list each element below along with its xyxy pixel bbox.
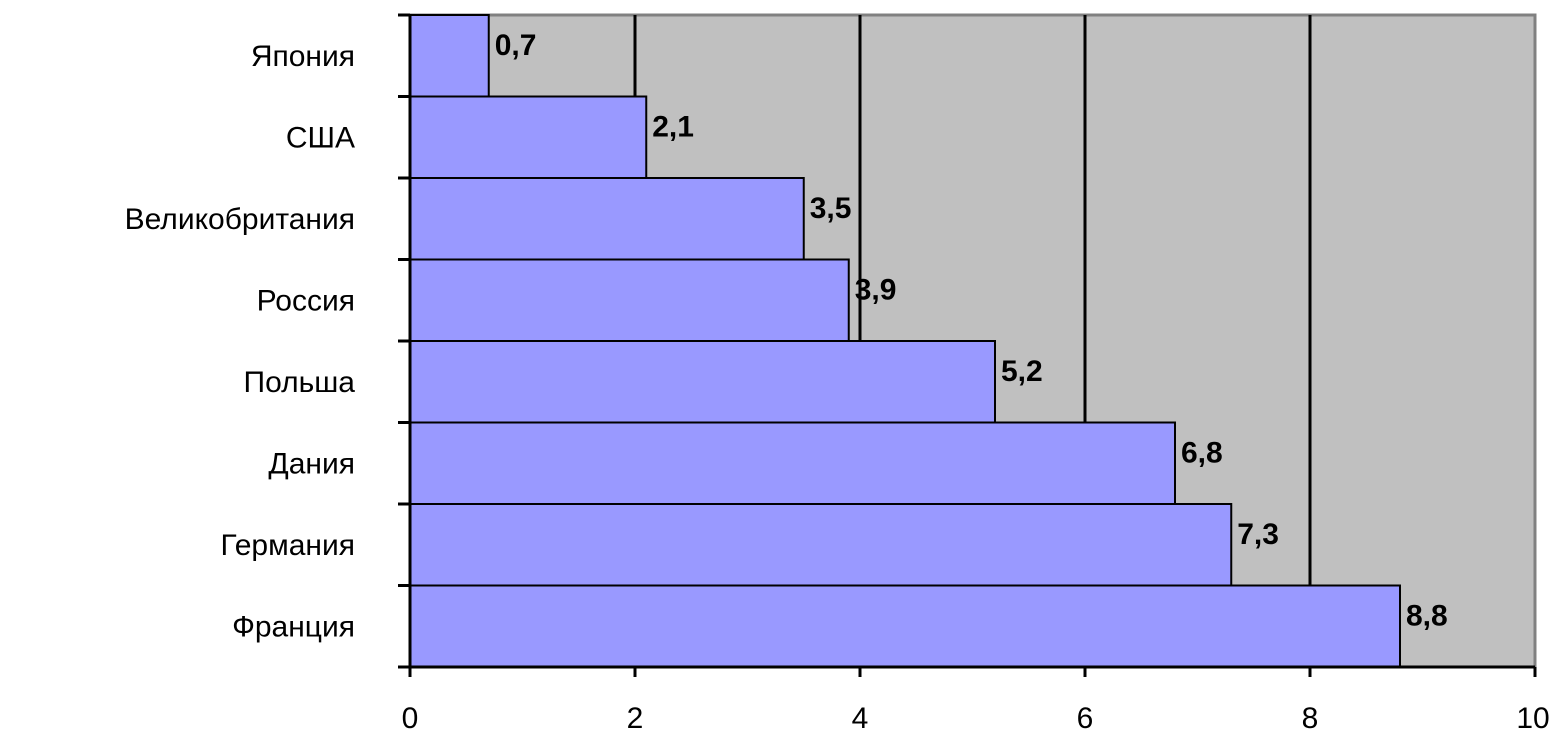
- x-tick-label: 6: [1077, 702, 1094, 735]
- category-label: Япония: [251, 40, 355, 73]
- category-label: Франция: [232, 610, 355, 643]
- x-tick-label: 0: [402, 702, 419, 735]
- value-label: 8,8: [1406, 600, 1448, 633]
- x-tick-label: 2: [627, 702, 644, 735]
- bar: [409, 421, 1176, 505]
- category-labels: Япония США Великобритания Россия Польша Дания…: [125, 40, 356, 644]
- x-tick-label: 10: [1516, 702, 1549, 735]
- bar: [409, 584, 1401, 668]
- value-label: 7,3: [1237, 518, 1279, 551]
- bars: [409, 14, 1401, 668]
- category-label: Россия: [257, 284, 355, 317]
- bar: [409, 177, 805, 261]
- bar: [409, 503, 1233, 587]
- bar: [409, 14, 490, 98]
- value-label: 0,7: [495, 29, 537, 62]
- value-label: 5,2: [1001, 355, 1043, 388]
- category-label: Дания: [268, 447, 355, 480]
- axes: [398, 13, 1537, 677]
- value-labels: 0,7 2,1 3,5 3,9 5,2 6,8 7,3 8,8: [495, 29, 1448, 633]
- bar: [409, 95, 648, 179]
- value-label: 3,5: [810, 192, 852, 225]
- category-label: Великобритания: [125, 203, 355, 236]
- bar: [409, 340, 996, 424]
- value-label: 2,1: [652, 111, 694, 144]
- x-tick-label: 8: [1302, 702, 1319, 735]
- category-label: Германия: [221, 529, 356, 562]
- category-label: Польша: [244, 366, 356, 399]
- x-tick-label: 4: [852, 702, 869, 735]
- category-label: США: [286, 121, 355, 154]
- value-label: 3,9: [855, 274, 897, 307]
- value-label: 6,8: [1181, 437, 1223, 470]
- bar: [409, 258, 850, 342]
- x-tick-labels: 0 2 4 6 8 10: [402, 702, 1550, 735]
